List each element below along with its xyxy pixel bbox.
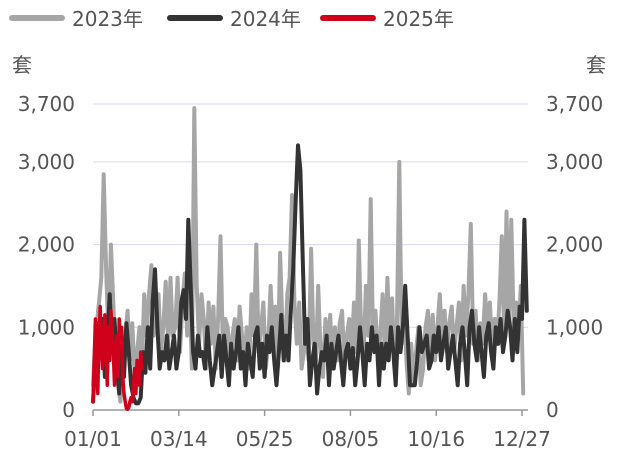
x-tick-label: 05/25 — [236, 427, 294, 451]
left-y-tick-label: 2,000 — [18, 233, 75, 257]
left-y-tick-label: 3,000 — [18, 150, 75, 174]
legend-label-0: 2023年 — [72, 7, 143, 31]
left-y-tick-label: 3,700 — [18, 92, 75, 116]
legend: 2023年 2024年 2025年 — [9, 7, 454, 31]
series-line-2 — [91, 304, 144, 411]
left-y-axis: 0 1,000 2,000 3,000 3,700 — [18, 92, 75, 422]
right-y-tick-label: 3,000 — [546, 150, 603, 174]
x-tick-label: 10/16 — [407, 427, 465, 451]
x-axis: 01/01 03/14 05/25 08/05 10/16 12/27 — [64, 409, 551, 451]
series-line-1 — [91, 143, 529, 406]
right-y-tick-label: 3,700 — [546, 92, 603, 116]
x-tick-label: 08/05 — [322, 427, 380, 451]
right-y-tick-label: 0 — [546, 398, 559, 422]
right-axis-unit: 套 — [586, 53, 606, 77]
right-y-axis: 0 1,000 2,000 3,000 3,700 — [546, 92, 603, 422]
legend-label-2: 2025年 — [383, 7, 454, 31]
right-y-tick-label: 2,000 — [546, 233, 603, 257]
legend-label-1: 2024年 — [230, 7, 301, 31]
x-tick-label: 01/01 — [64, 427, 122, 451]
left-axis-unit: 套 — [12, 53, 32, 77]
x-tick-label: 12/27 — [493, 427, 551, 451]
left-y-tick-label: 1,000 — [18, 315, 75, 339]
left-y-tick-label: 0 — [62, 398, 75, 422]
right-y-tick-label: 1,000 — [546, 315, 603, 339]
x-tick-label: 03/14 — [150, 427, 208, 451]
series-lines — [91, 106, 529, 411]
